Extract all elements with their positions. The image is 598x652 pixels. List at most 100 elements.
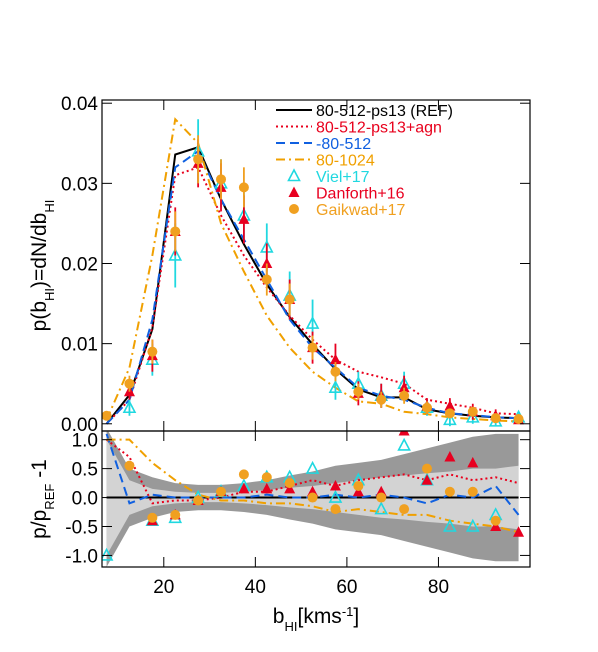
- label-part: b: [273, 605, 285, 628]
- plot-area: [102, 431, 525, 567]
- x-tick-label: 40: [245, 577, 266, 598]
- label-part: )=dN/db: [28, 213, 51, 288]
- marker: [330, 504, 341, 515]
- marker: [168, 247, 183, 261]
- marker: [467, 456, 479, 468]
- marker: [238, 213, 250, 224]
- marker: [287, 168, 301, 182]
- marker: [353, 386, 364, 397]
- line: [105, 149, 519, 425]
- marker: [490, 413, 501, 424]
- marker: [170, 226, 181, 237]
- y-tick-label: 0.01: [61, 335, 98, 356]
- legend-label: Gaikwad+17: [316, 202, 405, 219]
- label-part: -1: [28, 459, 51, 484]
- marker: [307, 492, 318, 503]
- marker: [102, 410, 112, 421]
- marker: [399, 390, 410, 401]
- marker: [397, 437, 411, 451]
- marker: [328, 489, 343, 503]
- marker: [284, 478, 295, 489]
- legend: 80-512-ps13 (REF)80-512-ps13+agn-80-5128…: [276, 103, 453, 219]
- marker: [465, 518, 480, 532]
- marker: [444, 400, 456, 411]
- marker: [465, 409, 480, 423]
- axis-label: bHI[kms-1]: [273, 604, 359, 634]
- marker: [444, 451, 456, 462]
- marker: [352, 485, 364, 497]
- marker: [102, 547, 114, 561]
- y-tick-label: 0.5: [72, 460, 98, 481]
- marker: [399, 504, 410, 515]
- label-part: p/p: [28, 510, 51, 539]
- marker: [329, 353, 341, 365]
- marker: [467, 486, 478, 497]
- marker: [398, 431, 410, 436]
- marker: [376, 394, 387, 405]
- label-part: -1: [342, 604, 354, 619]
- marker: [147, 346, 158, 357]
- marker: [374, 501, 389, 515]
- marker: [307, 342, 318, 353]
- marker: [261, 472, 272, 483]
- marker: [261, 274, 272, 285]
- marker: [238, 182, 249, 193]
- marker: [238, 482, 250, 494]
- y-tick-label: -1.0: [65, 546, 98, 567]
- line: [105, 146, 519, 425]
- marker: [329, 479, 341, 491]
- label-part: HI: [42, 288, 57, 301]
- legend-label: -80-512: [316, 136, 371, 153]
- marker: [376, 492, 387, 503]
- marker: [216, 486, 227, 497]
- label-part: ]: [353, 605, 359, 628]
- y-tick-label: 0.04: [61, 94, 98, 115]
- axis-label: p/pREF -1: [28, 459, 57, 539]
- label-part: HI: [284, 619, 297, 634]
- plot-frame: [101, 430, 531, 568]
- marker: [193, 154, 204, 165]
- marker: [353, 480, 364, 491]
- marker: [443, 518, 457, 532]
- marker: [422, 463, 433, 474]
- marker: [216, 174, 227, 185]
- label-part: HI: [42, 200, 57, 213]
- label-part: REF: [42, 484, 57, 510]
- x-tick-label: 20: [153, 577, 174, 598]
- marker: [422, 402, 433, 413]
- marker: [288, 186, 300, 197]
- axis-label: p(bHI)=dN/dbHI: [28, 200, 57, 332]
- marker: [328, 379, 343, 394]
- marker: [147, 512, 158, 523]
- marker: [398, 381, 410, 393]
- marker: [284, 294, 295, 305]
- line: [105, 117, 519, 423]
- marker: [238, 469, 249, 480]
- marker: [170, 509, 181, 520]
- marker: [444, 486, 455, 497]
- marker: [124, 378, 135, 389]
- marker: [513, 413, 524, 424]
- marker: [305, 460, 320, 474]
- marker: [490, 520, 502, 531]
- legend-label: Danforth+16: [316, 186, 405, 203]
- marker: [261, 257, 273, 268]
- marker: [193, 495, 204, 506]
- marker: [443, 412, 457, 426]
- legend-label: 80-512-ps13+agn: [316, 120, 442, 137]
- y-tick-label: -0.5: [65, 517, 98, 538]
- label-part: [kms: [297, 605, 341, 628]
- marker: [444, 408, 455, 419]
- legend-label: Viel+17: [316, 169, 370, 186]
- y-tick-label: 0.0: [72, 489, 98, 510]
- y-tick-label: 1.0: [72, 431, 98, 452]
- marker: [124, 460, 135, 471]
- y-tick-label: 0.02: [61, 254, 98, 275]
- plot-area: [102, 117, 526, 427]
- marker: [330, 366, 341, 377]
- marker: [305, 315, 320, 329]
- legend-label: 80-1024: [316, 153, 375, 170]
- x-tick-label: 60: [336, 577, 357, 598]
- marker: [289, 204, 299, 214]
